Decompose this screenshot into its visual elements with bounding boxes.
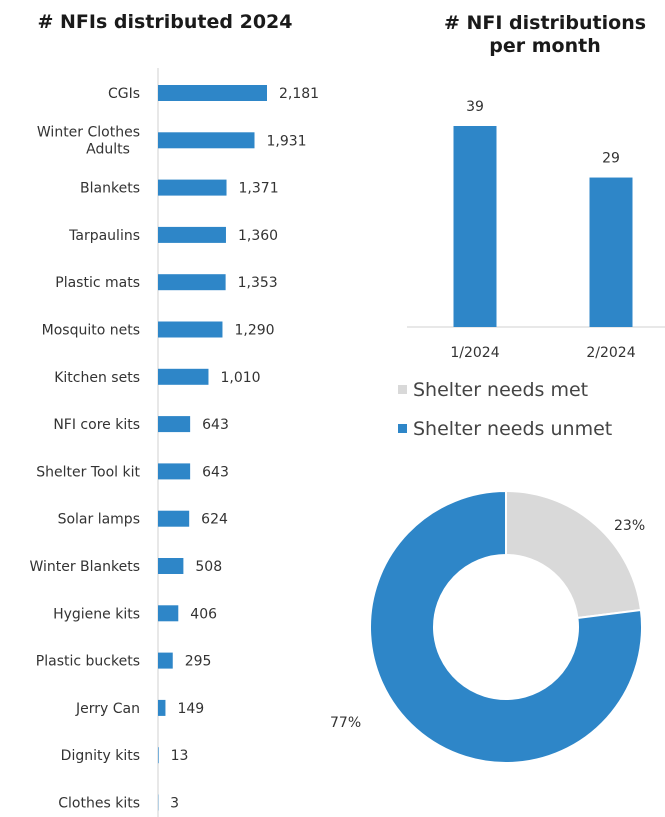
hbar-value-label-7: 643 [202, 417, 229, 433]
donut-value-label-0: 23% [614, 518, 645, 534]
hbar-value-label-10: 508 [195, 559, 222, 575]
hbar-value-label-8: 643 [202, 464, 229, 480]
legend-label-met: Shelter needs met [413, 379, 589, 401]
legend-label-unmet: Shelter needs unmet [413, 418, 613, 440]
column-category-label-1: 2/2024 [586, 345, 635, 361]
hbar-0 [158, 85, 267, 101]
hbar-13 [158, 699, 166, 716]
legend-swatch-unmet [398, 424, 407, 433]
hbar-category-label-14: Dignity kits [61, 748, 140, 764]
hbar-9 [158, 510, 190, 527]
hbar-11 [158, 605, 179, 622]
hbar-value-label-14: 13 [171, 748, 189, 764]
donut-legend: Shelter needs met Shelter needs unmet [398, 379, 612, 440]
bar-chart-title: # NFIs distributed 2024 [37, 11, 293, 33]
hbar-value-label-3: 1,360 [238, 228, 278, 244]
hbar-14 [158, 747, 159, 764]
hbar-value-label-9: 624 [201, 512, 228, 528]
hbar-category-label-12: Plastic buckets [36, 654, 140, 670]
hbar-1 [158, 132, 255, 149]
hbar-category-label-11: Hygiene kits [53, 606, 140, 622]
donut-slice-0 [505, 489, 643, 620]
legend-item-unmet: Shelter needs unmet [398, 418, 612, 440]
hbar-category-label-15: Clothes kits [58, 796, 140, 812]
column-category-label-0: 1/2024 [450, 345, 499, 361]
hbar-8 [158, 463, 191, 480]
hbar-value-label-0: 2,181 [279, 86, 319, 102]
hbar-3 [158, 226, 226, 243]
hbar-7 [158, 416, 191, 433]
hbar-category-label-1-line2: Adults [86, 141, 130, 157]
hbar-value-label-4: 1,353 [238, 275, 278, 291]
hbar-category-label-13: Jerry Can [75, 701, 140, 717]
column-bar-0 [453, 126, 497, 327]
hbar-category-label-10: Winter Blankets [29, 559, 140, 575]
donut-slice-1 [369, 489, 643, 764]
hbar-category-label-6: Kitchen sets [54, 370, 140, 386]
hbar-category-label-9: Solar lamps [58, 512, 140, 528]
hbar-value-label-5: 1,290 [234, 323, 274, 339]
hbar-12 [158, 652, 173, 669]
hbar-value-label-11: 406 [190, 606, 217, 622]
hbar-value-label-12: 295 [185, 654, 212, 670]
hbar-category-label-3: Tarpaulins [68, 228, 140, 244]
legend-item-met: Shelter needs met [398, 379, 612, 401]
hbar-category-label-8: Shelter Tool kit [36, 464, 140, 480]
hbar-2 [158, 179, 227, 196]
hbar-value-label-6: 1,010 [220, 370, 260, 386]
legend-swatch-met [398, 385, 407, 394]
hbar-value-label-13: 149 [177, 701, 204, 717]
column-bar-1 [589, 177, 633, 327]
donut-value-label-1: 77% [330, 715, 361, 731]
hbar-category-label-7: NFI core kits [53, 417, 140, 433]
hbar-value-label-15: 3 [170, 796, 179, 812]
hbar-6 [158, 368, 209, 385]
hbar-10 [158, 558, 184, 574]
column-value-label-0: 39 [466, 99, 484, 115]
hbar-value-label-1: 1,931 [267, 133, 307, 149]
hbar-category-label-2: Blankets [80, 181, 140, 197]
hbar-category-label-1-line1: Winter Clothes [37, 124, 140, 140]
hbar-category-label-4: Plastic mats [55, 275, 140, 291]
hbar-5 [158, 321, 223, 338]
column-chart-title: # NFI distributions per month [443, 12, 647, 57]
hbar-4 [158, 274, 226, 291]
hbar-category-label-5: Mosquito nets [42, 323, 140, 339]
hbar-value-label-2: 1,371 [239, 181, 279, 197]
column-value-label-1: 29 [602, 151, 620, 167]
hbar-category-label-0: CGIs [108, 86, 140, 102]
